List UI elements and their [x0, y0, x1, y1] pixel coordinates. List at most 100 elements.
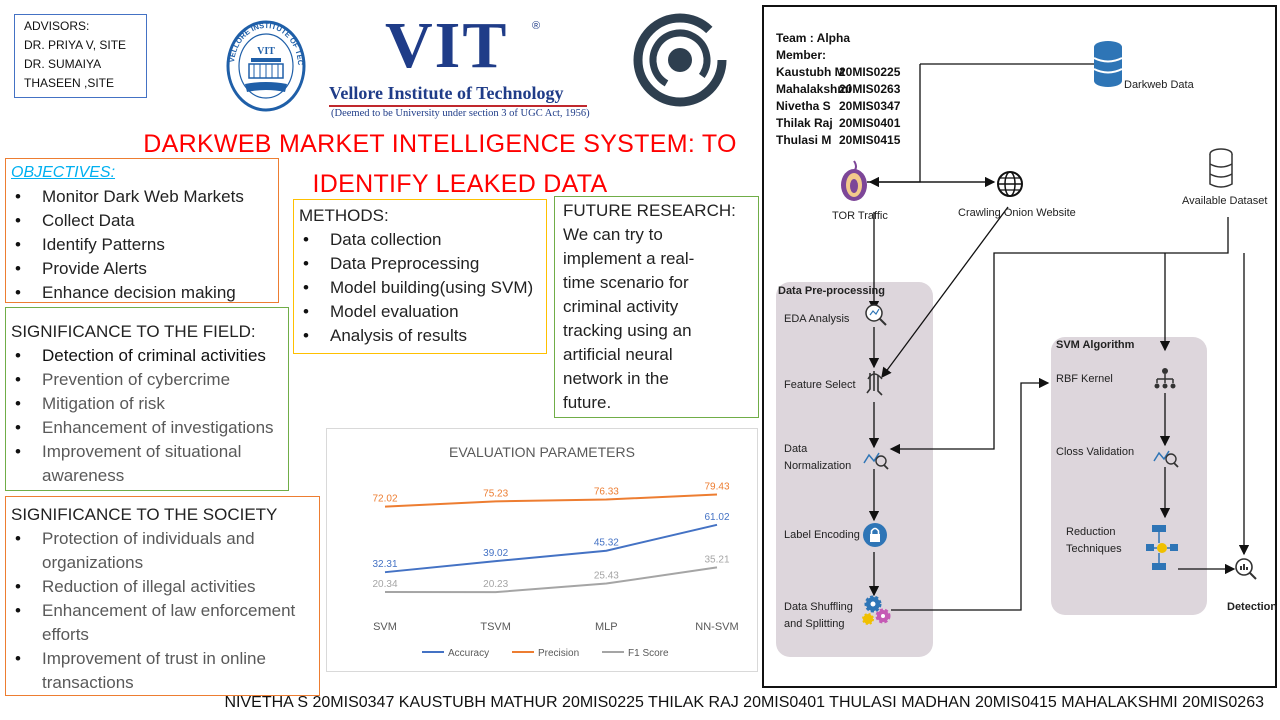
advisors-line: ADVISORS:	[24, 19, 90, 33]
label-detection: Detection	[1227, 601, 1278, 613]
member-name: Thilak Raj	[776, 116, 833, 130]
tor-onion-icon	[841, 160, 867, 201]
lock-icon	[863, 523, 887, 547]
team-block: Team : Alpha Member: Kaustubh M 20MIS0225…	[776, 30, 900, 149]
data-label: 76.33	[594, 487, 619, 498]
vit-name: VIT	[385, 9, 509, 82]
list-item: Improvement of trust in online transacti…	[11, 647, 312, 695]
vit-subtitle: (Deemed to be University under section 3…	[331, 108, 590, 119]
database-icon	[1209, 148, 1233, 188]
label-crawling: Crawling Onion Website	[958, 207, 1076, 219]
list-item: Model building(using SVM)	[299, 276, 546, 300]
list-item: Reduction of illegal activities	[11, 575, 317, 599]
team-member: Mahalakshmi 20MIS0263	[776, 81, 900, 98]
team-member-label: Member:	[776, 48, 827, 62]
x-tick-label: NN-SVM	[695, 621, 738, 633]
vit-underline	[329, 105, 587, 107]
list-item: Improvement of situational awareness	[11, 440, 272, 488]
member-id: 20MIS0401	[839, 116, 901, 130]
data-label: 79.43	[704, 481, 729, 492]
label-available-dataset: Available Dataset	[1182, 195, 1268, 207]
network-icon	[1146, 525, 1178, 570]
label-darkweb-data: Darkweb Data	[1124, 79, 1194, 91]
label-rbf: RBF Kernel	[1056, 373, 1113, 385]
list-item: Enhancement of investigations	[11, 416, 288, 440]
title-line-2: IDENTIFY LEAKED DATA	[312, 170, 608, 198]
list-item: Data Preprocessing	[299, 252, 546, 276]
footer-names: NIVETHA S 20MIS0347 KAUSTUBH MATHUR 20MI…	[224, 694, 1264, 711]
list-item: Data collection	[299, 228, 546, 252]
eda-analysis-icon	[865, 304, 887, 326]
series-line-f1-score	[384, 566, 718, 594]
gears-icon	[862, 595, 891, 625]
data-label: 39.02	[483, 548, 508, 559]
architecture-svg	[776, 41, 1257, 657]
objectives-heading: OBJECTIVES:	[11, 164, 116, 181]
data-label: 25.43	[594, 571, 619, 582]
member-id: 20MIS0415	[839, 133, 901, 147]
label-feature-select: Feature Select	[784, 379, 856, 391]
evaluation-chart-box: EVALUATION PARAMETERS 32.31 39.02 45.32 61.…	[326, 428, 758, 672]
member-id: 20MIS0263	[839, 82, 901, 96]
future-research-box: FUTURE RESEARCH: We can try to implement…	[554, 196, 759, 418]
data-label: 72.02	[372, 494, 397, 505]
member-name: Thulasi M	[776, 133, 832, 147]
label-eda: EDA Analysis	[784, 313, 850, 325]
list-item: Provide Alerts	[11, 257, 278, 281]
data-label: 20.34	[372, 579, 397, 590]
chart-title: EVALUATION PARAMETERS	[449, 444, 635, 460]
advisors-line: THASEEN ,SITE	[24, 76, 115, 90]
methods-heading: METHODS:	[299, 206, 389, 225]
data-label: 75.23	[483, 488, 508, 499]
data-label: 35.21	[704, 554, 729, 565]
label-tor-traffic: TOR Traffic	[832, 210, 888, 222]
list-item: Detection of criminal activities	[11, 344, 288, 368]
team-member: Thulasi M 20MIS0415	[776, 132, 900, 149]
advisors-line: DR. PRIYA V, SITE	[24, 38, 127, 52]
x-tick-label: TSVM	[480, 621, 511, 633]
vit-full-name: Vellore Institute of Technology	[329, 83, 564, 103]
evaluation-chart: EVALUATION PARAMETERS 32.31 39.02 45.32 61.…	[372, 444, 738, 659]
label-normalization-2: Normalization	[784, 460, 852, 472]
circular-logo	[633, 13, 727, 107]
significance-society-heading: SIGNIFICANCE TO THE SOCIETY	[11, 505, 278, 524]
hierarchy-icon	[1154, 368, 1176, 389]
detection-icon	[1235, 558, 1257, 580]
future-research-body: We can try to implement a real-time scen…	[563, 225, 695, 412]
list-item: Identify Patterns	[11, 233, 278, 257]
list-item: Collect Data	[11, 209, 278, 233]
methods-box: METHODS: Data collection Data Preprocess…	[293, 199, 547, 354]
legend-label: Accuracy	[448, 648, 489, 659]
database-icon	[1093, 41, 1123, 87]
svm-panel	[1051, 337, 1207, 615]
team-member: Thilak Raj 20MIS0401	[776, 115, 900, 132]
label-normalization-1: Data	[784, 443, 808, 455]
list-item: Model evaluation	[299, 300, 546, 324]
label-closs: Closs Validation	[1056, 446, 1135, 458]
significance-society-box: SIGNIFICANCE TO THE SOCIETY Protection o…	[5, 496, 320, 696]
series-line-accuracy	[384, 523, 718, 574]
member-name: Kaustubh M	[776, 65, 845, 79]
list-item: Enhancement of law enforcement efforts	[11, 599, 332, 647]
member-id: 20MIS0347	[839, 99, 901, 113]
label-shuffling-1: Data Shuffling	[784, 601, 853, 613]
label-preprocessing: Data Pre-processing	[778, 285, 885, 297]
globe-icon	[997, 171, 1023, 197]
legend-label: F1 Score	[628, 648, 669, 659]
label-reduction-2: Techniques	[1066, 543, 1122, 555]
member-name: Mahalakshmi	[776, 82, 852, 96]
list-item: Monitor Dark Web Markets	[11, 185, 278, 209]
team-member: Kaustubh M 20MIS0225	[776, 64, 900, 81]
significance-field-heading: SIGNIFICANCE TO THE FIELD:	[11, 322, 256, 341]
title-line-1: DARKWEB MARKET INTELLIGENCE SYSTEM: TO	[143, 130, 737, 158]
future-research-heading: FUTURE RESEARCH:	[563, 201, 736, 220]
normalization-icon	[863, 452, 889, 470]
validation-icon	[1153, 450, 1179, 468]
significance-field-box: SIGNIFICANCE TO THE FIELD: Detection of …	[5, 307, 289, 491]
list-item: Analysis of results	[299, 324, 546, 348]
x-tick-label: MLP	[595, 621, 618, 633]
data-label: 32.31	[372, 559, 397, 570]
label-label-encoding: Label Encoding	[784, 529, 860, 541]
vit-seal-logo: VELLORE INSTITUTE OF TECHNOLOGY VIT	[225, 14, 306, 112]
member-name: Nivetha S	[776, 99, 831, 113]
